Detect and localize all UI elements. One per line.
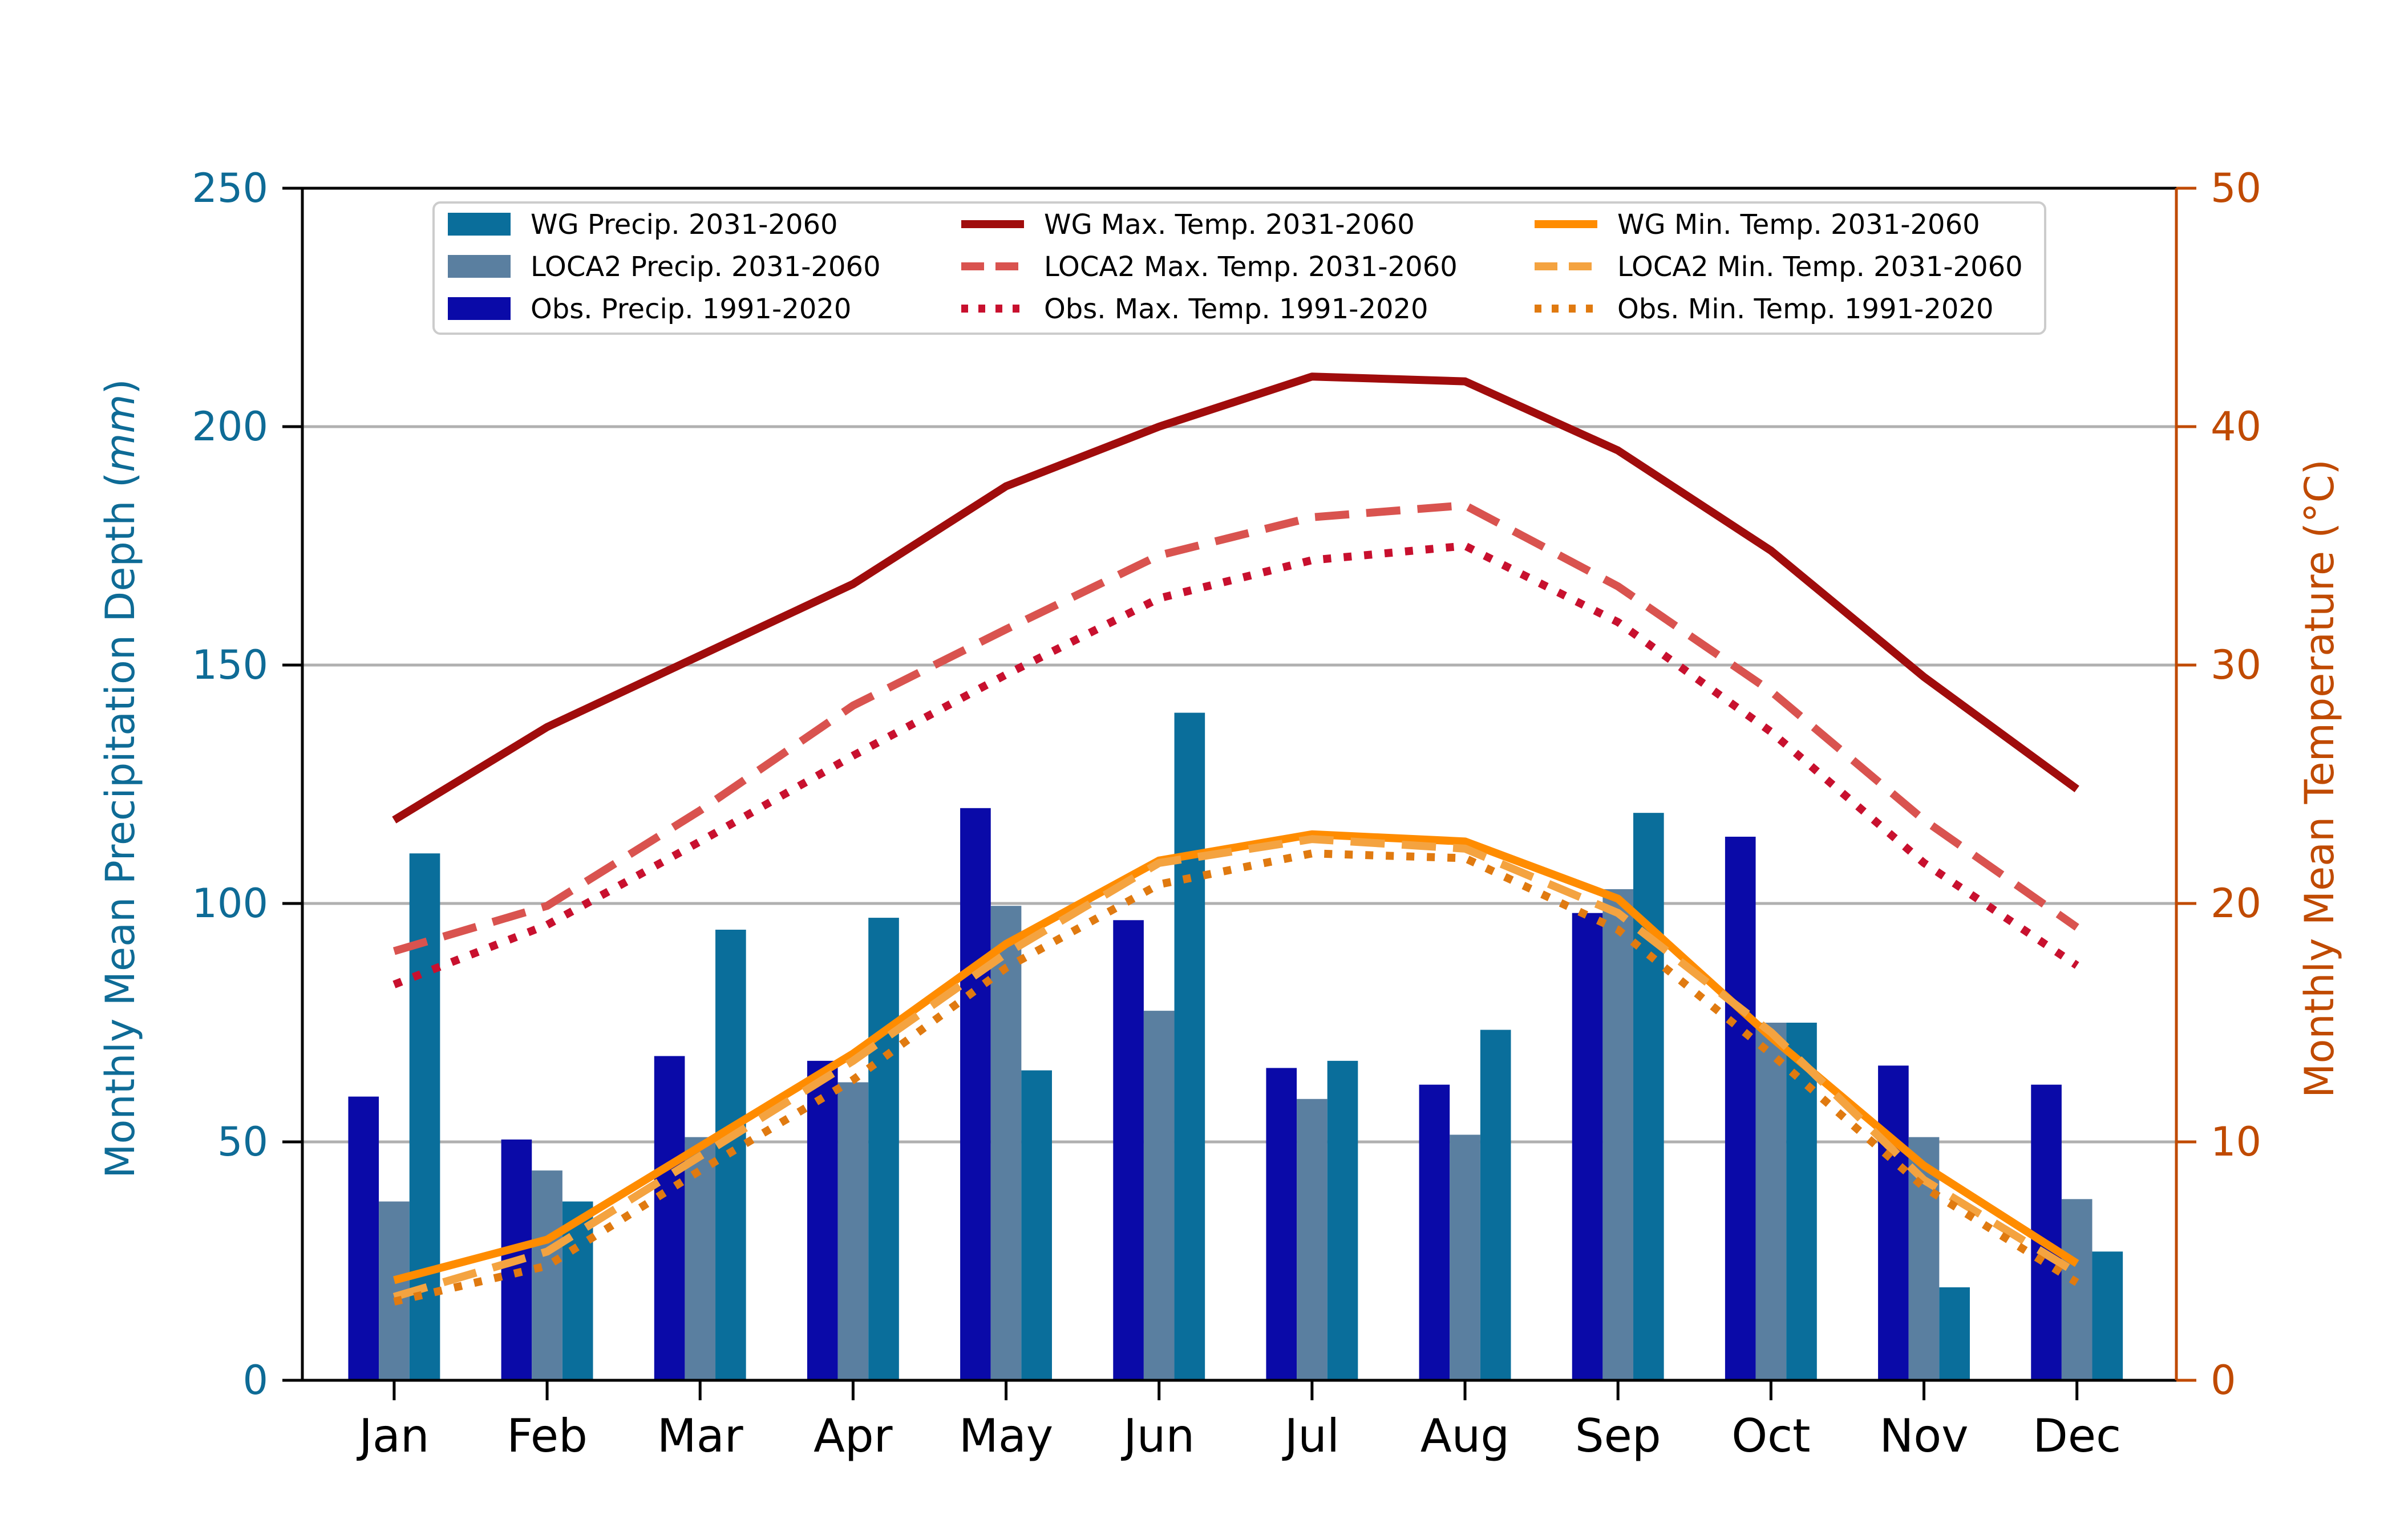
right-tick-label-2: 20 <box>2211 880 2261 927</box>
bar-wg-precip-2031-2060-may <box>1021 1070 1052 1380</box>
legend-loca2-precip-2031-2060-swatch <box>448 255 511 278</box>
bar-wg-precip-2031-2060-jan <box>409 853 440 1380</box>
bar-loca2-precip-2031-2060-oct <box>1755 1023 1787 1380</box>
bar-loca2-precip-2031-2060-apr <box>837 1082 869 1380</box>
bar-loca2-precip-2031-2060-aug <box>1450 1134 1480 1380</box>
x-tick-label-jan: Jan <box>356 1409 429 1462</box>
left-axis-label: Monthly Mean Precipitation Depth (mm) <box>97 379 144 1178</box>
left-tick-label-5: 250 <box>192 165 268 212</box>
left-tick-label-0: 0 <box>242 1357 268 1404</box>
left-tick-label-4: 200 <box>192 403 268 450</box>
right-tick-label-1: 10 <box>2211 1118 2261 1165</box>
gridlines <box>302 425 2176 1144</box>
legend: WG Precip. 2031-2060 LOCA2 Precip. 2031-2… <box>432 201 2046 335</box>
line-obs-min-temp-1991-2020 <box>393 849 2079 1306</box>
x-tick-label-dec: Dec <box>2033 1409 2121 1462</box>
legend-loca2-precip-2031-2060-label: LOCA2 Precip. 2031-2060 <box>531 251 881 283</box>
bar-obs-precip-1991-2020-apr <box>807 1060 838 1380</box>
bar-wg-precip-2031-2060-nov <box>1939 1287 1970 1380</box>
x-tick-label-aug: Aug <box>1420 1409 1509 1462</box>
bar-obs-precip-1991-2020-sep <box>1572 913 1603 1380</box>
bar-wg-precip-2031-2060-sep <box>1633 813 1664 1380</box>
legend-wg-min-temp-2031-2060-label: WG Min. Temp. 2031-2060 <box>1617 209 1980 241</box>
bar-loca2-precip-2031-2060-mar <box>685 1137 716 1380</box>
bar-obs-precip-1991-2020-aug <box>1419 1084 1450 1380</box>
x-tick-label-may: May <box>959 1409 1053 1462</box>
line-loca2-min-temp-2031-2060 <box>392 835 2079 1301</box>
left-tick-label-2: 100 <box>192 880 268 927</box>
right-axis-label: Monthly Mean Temperature (°C) <box>2296 459 2343 1098</box>
legend-obs-precip-1991-2020-label: Obs. Precip. 1991-2020 <box>531 293 851 325</box>
legend-loca2-min-temp-2031-2060-label: LOCA2 Min. Temp. 2031-2060 <box>1617 251 2023 283</box>
line-wg-min-temp-2031-2060 <box>393 830 2079 1284</box>
bar-obs-precip-1991-2020-dec <box>2031 1084 2062 1380</box>
left-tick-label-1: 50 <box>217 1118 268 1165</box>
bar-wg-precip-2031-2060-jul <box>1327 1060 1358 1380</box>
bar-loca2-precip-2031-2060-jul <box>1297 1099 1327 1380</box>
bar-obs-precip-1991-2020-jul <box>1266 1068 1297 1380</box>
x-tick-label-oct: Oct <box>1731 1409 1810 1462</box>
right-tick-label-0: 0 <box>2211 1357 2236 1404</box>
right-tick-label-3: 30 <box>2211 642 2261 688</box>
left-tick-label-3: 150 <box>192 642 268 688</box>
legend-loca2-max-temp-2031-2060-label: LOCA2 Max. Temp. 2031-2060 <box>1044 251 1458 283</box>
line-wg-max-temp-2031-2060 <box>392 372 2079 824</box>
bar-loca2-precip-2031-2060-feb <box>532 1170 562 1380</box>
bar-obs-precip-1991-2020-may <box>960 808 991 1380</box>
legend-wg-max-temp-2031-2060-label: WG Max. Temp. 2031-2060 <box>1044 209 1415 241</box>
bar-loca2-precip-2031-2060-dec <box>2061 1199 2093 1380</box>
bar-loca2-precip-2031-2060-may <box>990 906 1022 1380</box>
x-tick-label-sep: Sep <box>1575 1409 1661 1462</box>
bar-obs-precip-1991-2020-jun <box>1113 920 1144 1380</box>
x-tick-label-feb: Feb <box>507 1409 588 1462</box>
legend-obs-precip-1991-2020-swatch <box>448 297 511 320</box>
temperature-lines <box>392 372 2079 1306</box>
x-tick-label-nov: Nov <box>1879 1409 1968 1462</box>
right-tick-label-4: 40 <box>2211 403 2261 450</box>
axes: 0 50 100 150 200 250 0 10 20 30 40 50 Jan Feb Mar Apr Ma… <box>192 165 2261 1462</box>
bar-wg-precip-2031-2060-dec <box>2092 1251 2123 1380</box>
bar-obs-precip-1991-2020-mar <box>654 1056 685 1380</box>
line-obs-max-temp-1991-2020 <box>392 542 2079 988</box>
legend-obs-max-temp-1991-2020-label: Obs. Max. Temp. 1991-2020 <box>1044 293 1428 325</box>
bar-obs-precip-1991-2020-oct <box>1725 836 1756 1380</box>
bar-obs-precip-1991-2020-jan <box>348 1096 379 1380</box>
bar-wg-precip-2031-2060-aug <box>1480 1030 1511 1380</box>
precip-bars <box>348 712 2123 1380</box>
x-tick-label-apr: Apr <box>813 1409 893 1462</box>
legend-wg-precip-2031-2060-swatch <box>448 213 511 236</box>
x-tick-label-mar: Mar <box>657 1409 743 1462</box>
x-tick-label-jun: Jun <box>1120 1409 1195 1462</box>
bar-loca2-precip-2031-2060-sep <box>1602 889 1634 1380</box>
bar-wg-precip-2031-2060-oct <box>1786 1023 1817 1380</box>
bar-obs-precip-1991-2020-nov <box>1878 1065 1909 1380</box>
bar-loca2-precip-2031-2060-jun <box>1143 1011 1175 1380</box>
legend-wg-precip-2031-2060-label: WG Precip. 2031-2060 <box>531 209 838 241</box>
line-loca2-max-temp-2031-2060 <box>392 501 2079 955</box>
bar-wg-precip-2031-2060-jun <box>1174 712 1205 1380</box>
right-tick-label-5: 50 <box>2211 165 2261 212</box>
legend-box <box>432 201 2046 335</box>
x-tick-label-jul: Jul <box>1282 1409 1340 1462</box>
bar-wg-precip-2031-2060-apr <box>868 918 899 1380</box>
legend-obs-min-temp-1991-2020-label: Obs. Min. Temp. 1991-2020 <box>1617 293 1994 325</box>
